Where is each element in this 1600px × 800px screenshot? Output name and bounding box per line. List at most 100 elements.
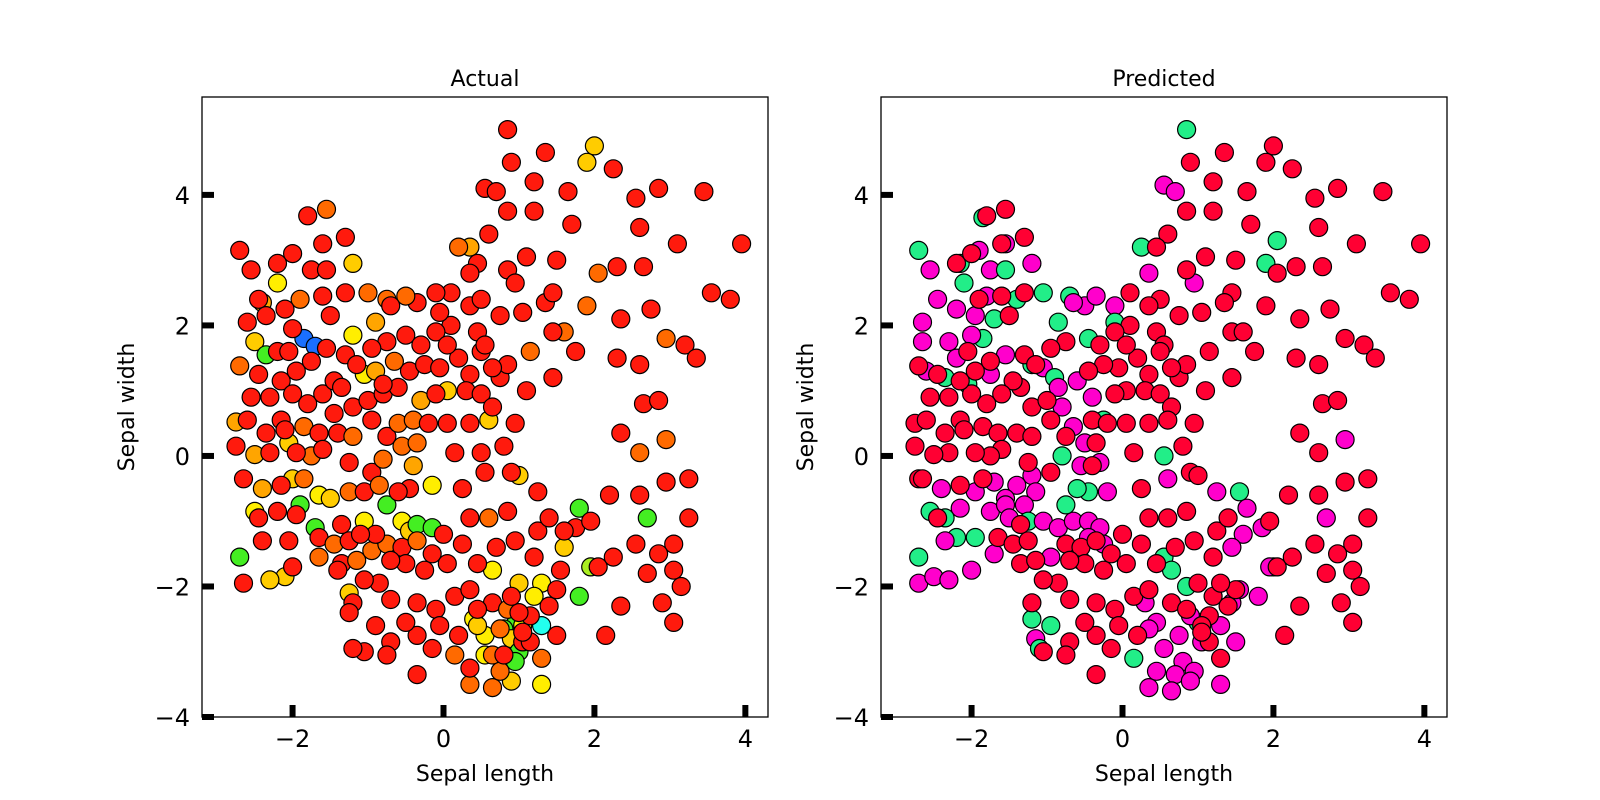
actual-point bbox=[335, 283, 355, 303]
actual-point bbox=[381, 550, 401, 571]
actual-point bbox=[271, 475, 291, 495]
predicted-point bbox=[1014, 283, 1035, 303]
actual-point bbox=[324, 403, 344, 424]
predicted-point bbox=[1373, 182, 1393, 202]
predicted-point bbox=[1158, 508, 1178, 528]
actual-point bbox=[486, 537, 506, 557]
actual-point bbox=[426, 322, 446, 342]
actual-point bbox=[630, 443, 650, 463]
actual-point bbox=[298, 206, 318, 226]
predicted-point bbox=[1131, 534, 1152, 554]
actual-point bbox=[430, 615, 450, 636]
predicted-point bbox=[1327, 178, 1348, 198]
actual-point bbox=[358, 283, 378, 303]
actual-point bbox=[543, 283, 563, 303]
predicted-point bbox=[1063, 293, 1084, 313]
predicted-point bbox=[1003, 371, 1023, 391]
actual-point bbox=[656, 328, 676, 349]
actual-point bbox=[283, 244, 303, 264]
actual-point bbox=[686, 348, 706, 368]
actual-point bbox=[418, 413, 438, 433]
actual-point bbox=[241, 387, 261, 407]
actual-point bbox=[626, 188, 646, 208]
predicted-point bbox=[1275, 625, 1295, 646]
actual-point bbox=[535, 142, 556, 163]
predicted-point bbox=[1139, 364, 1159, 384]
actual-point bbox=[494, 436, 514, 456]
actual-point bbox=[731, 234, 752, 254]
actual-point bbox=[313, 384, 333, 404]
actual-point bbox=[415, 560, 435, 580]
actual-point bbox=[377, 426, 397, 446]
predicted-point bbox=[1037, 390, 1057, 411]
actual-point bbox=[679, 508, 699, 528]
predicted-point bbox=[1086, 625, 1106, 646]
actual-point bbox=[671, 576, 691, 597]
actual-point bbox=[656, 472, 676, 492]
predicted-point bbox=[1267, 231, 1287, 251]
actual-point bbox=[339, 602, 359, 623]
actual-point bbox=[524, 586, 544, 606]
actual-point bbox=[430, 302, 450, 322]
actual-point bbox=[603, 547, 623, 567]
predicted-point bbox=[1041, 615, 1061, 636]
predicted-point bbox=[1237, 498, 1257, 518]
predicted-point bbox=[1203, 172, 1223, 192]
actual-point bbox=[320, 306, 340, 326]
predicted-point bbox=[1244, 341, 1265, 362]
actual-point bbox=[528, 521, 548, 541]
predicted-point bbox=[1097, 482, 1118, 502]
actual-point bbox=[641, 299, 661, 319]
predicted-point bbox=[1139, 677, 1159, 698]
actual-point bbox=[343, 426, 363, 446]
actual-ytick-label: −2 bbox=[155, 573, 190, 601]
predicted-point bbox=[1007, 475, 1027, 495]
predicted-point bbox=[1229, 482, 1250, 502]
predicted-point bbox=[1241, 214, 1261, 234]
predicted-point bbox=[1335, 472, 1355, 492]
predicted-point bbox=[1267, 557, 1287, 577]
predicted-point bbox=[1176, 120, 1197, 140]
predicted-point bbox=[992, 384, 1012, 404]
predicted-point bbox=[1082, 456, 1102, 476]
actual-point bbox=[283, 384, 303, 404]
predicted-point bbox=[1116, 335, 1136, 355]
actual-point bbox=[513, 622, 533, 642]
predicted-point bbox=[1210, 573, 1231, 593]
actual-point bbox=[460, 674, 480, 695]
predicted-point bbox=[1226, 632, 1246, 652]
predicted-point bbox=[1192, 622, 1212, 642]
actual-point bbox=[630, 217, 650, 238]
actual-point bbox=[664, 560, 684, 580]
actual-point bbox=[411, 335, 431, 355]
actual-point bbox=[237, 312, 257, 332]
predicted-point bbox=[1343, 612, 1363, 633]
actual-point bbox=[449, 625, 469, 646]
predicted-point bbox=[1127, 348, 1148, 368]
actual-point bbox=[565, 341, 586, 362]
actual-point bbox=[381, 589, 401, 610]
actual-point bbox=[245, 332, 265, 352]
predicted-point bbox=[1116, 413, 1136, 433]
predicted-point bbox=[1203, 201, 1223, 221]
actual-point bbox=[316, 199, 337, 219]
actual-point bbox=[516, 247, 537, 267]
actual-point bbox=[237, 410, 257, 430]
predicted-point bbox=[1158, 469, 1178, 489]
predicted-point bbox=[939, 332, 959, 352]
predicted-point bbox=[961, 560, 982, 580]
predicted-point bbox=[1165, 537, 1185, 557]
actual-scatter-panel: −2 0 2 4 −4 −2 0 2 4 Actual Sepal length Sepal widt… bbox=[115, 67, 769, 787]
predicted-point bbox=[1158, 224, 1178, 244]
predicted-point bbox=[935, 423, 955, 443]
predicted-point bbox=[1335, 328, 1355, 349]
actual-point bbox=[479, 224, 499, 244]
predicted-point bbox=[1358, 508, 1378, 528]
predicted-point bbox=[1026, 355, 1046, 375]
predicted-point bbox=[909, 240, 929, 260]
actual-point bbox=[599, 485, 620, 505]
actual-point bbox=[384, 351, 404, 371]
predicted-point bbox=[1075, 612, 1095, 633]
actual-point bbox=[369, 475, 389, 495]
actual-point bbox=[396, 286, 416, 306]
